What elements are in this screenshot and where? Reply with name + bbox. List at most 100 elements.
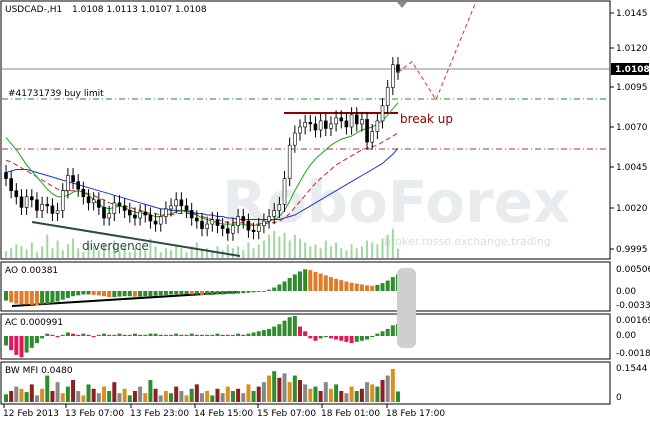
bwmfi-bar [230,390,235,402]
ao-bar [215,291,220,295]
bwmfi-bar [50,390,55,402]
price-volume-bar [51,248,54,258]
ao-bar [282,281,287,291]
candle [318,120,323,131]
bwmfi-bar [112,382,117,402]
bwmfi-bar [179,390,184,402]
price-volume-bar [283,232,286,258]
ao-bar [153,291,158,296]
ao-bar [246,291,251,293]
ao-bar [34,291,39,306]
price-volume-bar [10,248,13,258]
ac-bar [102,333,106,336]
price-volume-bar [195,242,198,258]
price-volume-bar [366,240,369,258]
price-volume-bar [350,244,353,258]
ac-bar [251,332,256,336]
bwmfi-bar [328,388,333,402]
ac-bar [292,315,297,336]
ac-tick: -0.00180 [616,349,650,359]
price-volume-bar [108,248,111,258]
ao-bar [174,291,179,295]
price-volume-bar [180,248,183,258]
bwmfi-bar [40,388,45,402]
price-volume-bar [128,252,131,258]
bwmfi-bar [4,394,8,402]
candle [55,210,60,214]
bwmfi-bar [169,393,174,402]
bwmfi-bar [117,393,122,402]
candle [112,202,117,214]
price-volume-bar [113,240,116,258]
ao-bar [339,280,344,291]
candles [4,57,400,241]
candle [174,199,179,207]
bwmfi-bar [365,382,370,402]
ao-bar [303,269,308,291]
candle [133,214,137,219]
candle [102,207,106,219]
candle [282,178,287,205]
candle [344,120,349,128]
price-volume-bar [242,250,245,258]
ao-bar [272,287,277,291]
selection-highlight [397,268,416,348]
price-volume-bar [77,248,80,258]
ao-bar [210,291,215,295]
bwmfi-bar [24,392,29,402]
bwmfi-bar [205,390,210,402]
bwmfi-bar [308,388,313,402]
candle [45,204,50,207]
ac-bar [267,328,272,336]
ao-bar [200,291,204,295]
ao-bar [81,291,86,295]
ao-bar [220,291,225,295]
ao-bar [313,271,318,291]
ao-bar [4,291,8,301]
price-volume-bar [309,246,312,258]
price-volume-bar [273,230,276,258]
bwmfi-bar [96,393,101,402]
price-volume-bar [293,234,296,258]
price-axis: 1.0145 1.0120 1.0095 1.0070 1.0045 1.002… [610,9,648,255]
ac-bar [318,336,323,339]
bwmfi-bar [127,395,132,402]
price-volume-bar [118,250,121,258]
divergence-line-price [31,221,241,257]
ac-bar [303,331,308,336]
bwmfi-bar [200,393,204,402]
ao-bar [143,291,148,297]
ac-bar [246,333,251,336]
ao-bar [380,283,385,291]
ao-bar [169,291,174,295]
ao-bar [148,291,153,297]
ac-bar [60,334,65,336]
ac-bar [143,334,148,336]
ao-bar [60,291,65,300]
price-volume-bar [35,252,38,258]
ao-bar [334,278,339,291]
bwmfi-bar [339,390,344,402]
price-volume-bar [123,246,126,258]
price-volume-bar [319,248,322,258]
price-volume-bar [257,244,260,258]
candle [210,219,215,225]
price-volume-bar [72,238,75,258]
current-price-text: 1.0108 [615,65,650,75]
ac-bar [390,325,395,336]
price-volume-bar [97,250,100,258]
bwmfi-bar [19,388,24,402]
ao-bar [194,291,199,295]
price-volume-bar [231,248,234,258]
ac-bar [189,333,194,336]
bwmfi-bar [303,384,308,402]
price-tick: 1.0145 [616,9,648,19]
candle [236,216,240,226]
candle [303,122,307,128]
price-volume-bar [56,240,59,258]
bwmfi-bar [323,382,328,402]
candle [19,196,24,208]
bwmfi-bar [194,384,199,402]
chart-shift-marker[interactable] [397,2,407,8]
price-volume-bar [144,250,147,258]
